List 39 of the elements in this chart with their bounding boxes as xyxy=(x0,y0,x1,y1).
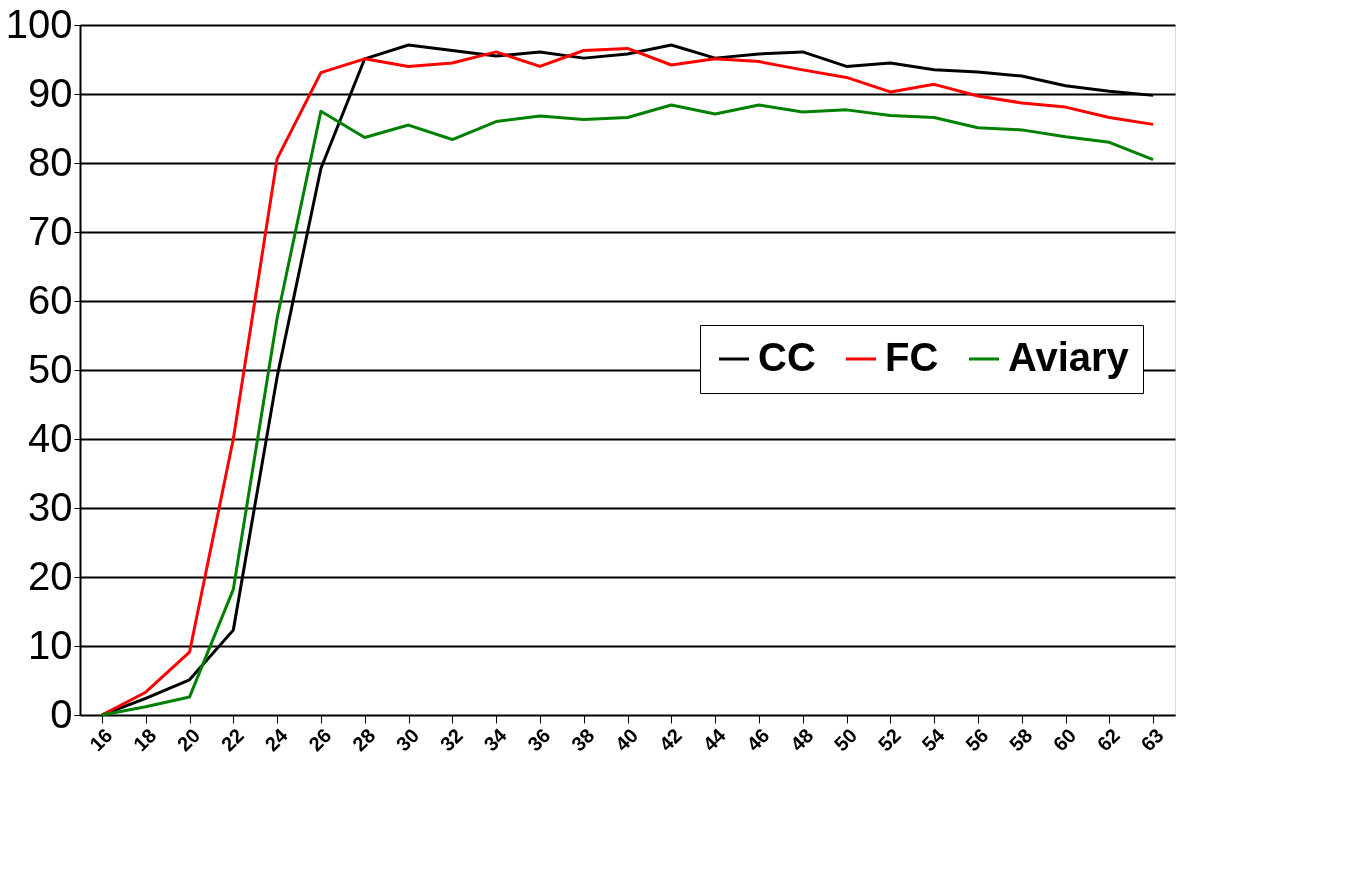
x-tick-label: 60 xyxy=(1048,724,1081,756)
x-tick-label: 26 xyxy=(304,724,336,756)
x-tick-label: 16 xyxy=(85,724,117,756)
y-tick-label: 70 xyxy=(28,208,73,253)
x-tick-label: 62 xyxy=(1092,724,1124,756)
x-tick-label: 46 xyxy=(742,724,774,756)
x-tick-label: 48 xyxy=(786,724,818,756)
y-tick-label: 100 xyxy=(5,1,73,46)
y-tick-label: 20 xyxy=(28,553,73,598)
y-tick-label: 0 xyxy=(50,691,73,736)
x-tick-label: 20 xyxy=(172,724,205,756)
x-tick-label: 42 xyxy=(654,724,686,756)
legend-label: Aviary xyxy=(1008,335,1130,379)
x-tick-label: 44 xyxy=(698,723,731,756)
x-tick-label: 22 xyxy=(216,724,248,756)
x-tick-label: 28 xyxy=(348,724,380,756)
x-tick-label: 38 xyxy=(567,724,599,756)
y-tick-label: 90 xyxy=(28,70,73,115)
x-tick-label: 56 xyxy=(961,724,993,756)
y-tick-label: 80 xyxy=(28,139,73,184)
legend-label: CC xyxy=(758,335,816,379)
y-tick-label: 40 xyxy=(28,415,73,460)
x-tick-label: 18 xyxy=(129,724,161,756)
x-tick-label: 30 xyxy=(391,724,424,756)
y-tick-label: 50 xyxy=(28,346,73,391)
x-tick-label: 36 xyxy=(523,724,555,756)
y-tick-label: 60 xyxy=(28,277,73,322)
x-tick-label: 34 xyxy=(479,723,512,756)
x-tick-label: 40 xyxy=(610,724,643,756)
x-tick-label: 63 xyxy=(1136,724,1168,756)
x-tick-label: 50 xyxy=(829,724,862,756)
x-tick-label: 32 xyxy=(435,724,467,756)
x-tick-label: 58 xyxy=(1005,724,1037,756)
x-tick-label: 24 xyxy=(260,723,293,756)
y-tick-label: 30 xyxy=(28,484,73,529)
x-tick-label: 54 xyxy=(917,723,950,756)
y-tick-label: 10 xyxy=(28,622,73,667)
legend-label: FC xyxy=(885,335,939,379)
x-tick-label: 52 xyxy=(873,724,905,756)
